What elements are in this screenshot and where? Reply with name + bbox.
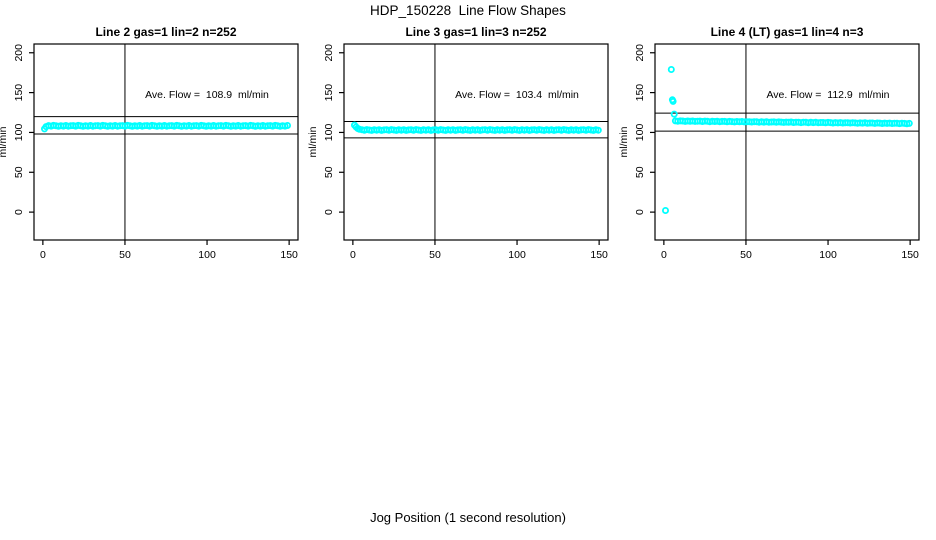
data-point <box>905 119 913 127</box>
plot-box <box>654 43 920 241</box>
ave-flow-annotation: Ave. Flow = 103.4 ml/min <box>455 89 579 101</box>
plot-box <box>343 43 609 241</box>
panel-2: Line 3 gas=1 lin=3 n=252 0 50 100 150 0 50 100 1… <box>307 25 609 261</box>
main-title: HDP_150228 Line Flow Shapes <box>370 3 566 18</box>
y-tick-label: 150 <box>323 84 335 102</box>
y-axis-title: ml/min <box>618 126 630 157</box>
y-tick-label: 200 <box>634 44 646 62</box>
y-axis-title: ml/min <box>0 126 9 157</box>
data-point <box>594 126 602 134</box>
y-tick-label: 150 <box>13 84 25 102</box>
x-tick-label: 150 <box>590 249 608 261</box>
x-tick-label: 100 <box>198 249 216 261</box>
panel-title: Line 3 gas=1 lin=3 n=252 <box>405 25 547 39</box>
y-tick-label: 100 <box>323 124 335 142</box>
panel-title: Line 2 gas=1 lin=2 n=252 <box>95 25 237 39</box>
x-tick-label: 150 <box>280 249 298 261</box>
y-tick-label: 150 <box>634 84 646 102</box>
y-tick-label: 50 <box>634 166 646 178</box>
x-tick-label: 0 <box>661 249 667 261</box>
panel-title: Line 4 (LT) gas=1 lin=4 n=3 <box>710 25 864 39</box>
x-tick-label: 50 <box>429 249 441 261</box>
plot-area: 0 50 100 150 0 50 100 150 200 ml/min <box>0 43 299 261</box>
plot-area: 0 50 100 150 0 50 100 150 200 ml/min <box>307 43 609 261</box>
panel-1: Line 2 gas=1 lin=2 n=252 0 50 100 150 0 50 100 1… <box>0 25 299 261</box>
ave-flow-annotation: Ave. Flow = 112.9 ml/min <box>766 89 890 101</box>
x-tick-label: 0 <box>40 249 46 261</box>
y-tick-label: 200 <box>323 44 335 62</box>
x-tick-label: 0 <box>350 249 356 261</box>
x-tick-label: 50 <box>119 249 131 261</box>
plot-box <box>33 43 299 241</box>
data-point <box>283 122 291 130</box>
data-point <box>662 206 669 214</box>
ave-flow-annotation: Ave. Flow = 108.9 ml/min <box>145 89 269 101</box>
y-tick-label: 0 <box>13 209 25 215</box>
x-axis-label: Jog Position (1 second resolution) <box>370 510 566 525</box>
y-tick-label: 50 <box>323 166 335 178</box>
y-axis-title: ml/min <box>307 126 319 157</box>
y-tick-label: 0 <box>634 209 646 215</box>
y-tick-label: 100 <box>13 124 25 142</box>
y-tick-label: 100 <box>634 124 646 142</box>
data-point <box>669 97 677 105</box>
x-tick-label: 100 <box>819 249 837 261</box>
panel-3: Line 4 (LT) gas=1 lin=4 n=3 0 50 100 150 0 50 1… <box>618 25 920 261</box>
y-tick-label: 0 <box>323 209 335 215</box>
y-tick-label: 200 <box>13 44 25 62</box>
x-tick-label: 150 <box>901 249 919 261</box>
y-tick-label: 50 <box>13 166 25 178</box>
data-point <box>670 110 678 118</box>
data-point <box>667 65 675 73</box>
x-tick-label: 50 <box>740 249 752 261</box>
x-tick-label: 100 <box>508 249 526 261</box>
plot-area: 0 50 100 150 0 50 100 150 200 ml/min <box>618 43 920 261</box>
